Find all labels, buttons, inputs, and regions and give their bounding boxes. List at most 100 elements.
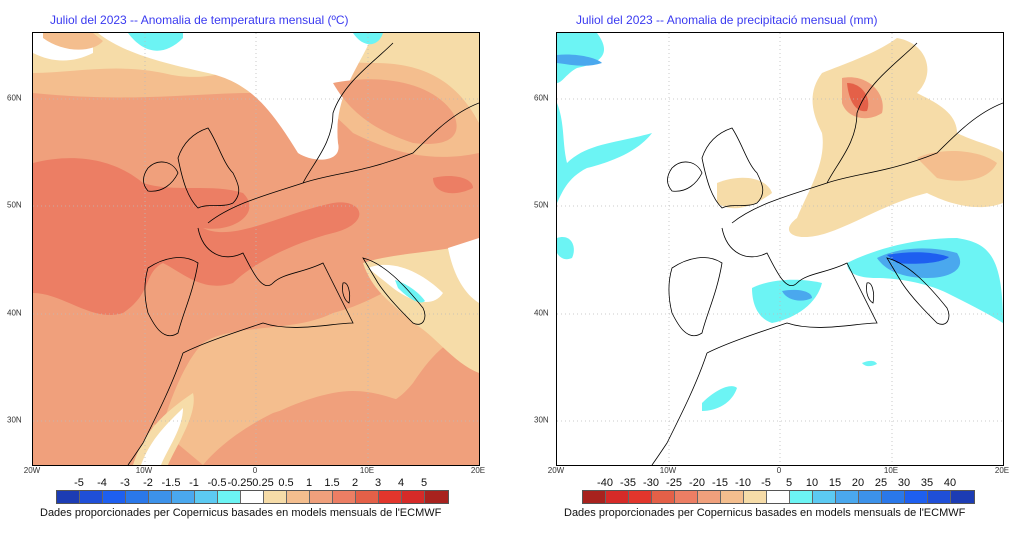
temp-scandinavia-warm bbox=[333, 79, 457, 144]
lat-label-30n: 30N bbox=[7, 415, 22, 425]
lon-label-10w: 10W bbox=[135, 466, 153, 475]
colorbar-swatch bbox=[721, 491, 744, 503]
colorbar-tick-label: -1.5 bbox=[161, 477, 181, 489]
precipitation-anomaly-map bbox=[556, 32, 1004, 466]
colorbar-swatch bbox=[149, 491, 172, 503]
temp-band-nw-warm bbox=[43, 33, 103, 50]
temp-africa-coast-neutral bbox=[141, 408, 183, 465]
colorbar-tick-label: 0.25 bbox=[252, 477, 274, 489]
temp-atlantic-sw bbox=[33, 323, 193, 465]
precip-wet-west bbox=[557, 103, 652, 203]
colorbar-tick-label: 5 bbox=[785, 477, 793, 489]
lon-label-0: 0 bbox=[776, 466, 782, 475]
precip-wet-nw-core bbox=[557, 54, 602, 66]
lon-label-20w: 20W bbox=[547, 466, 565, 475]
colorbar-tick-label: -2 bbox=[143, 477, 153, 489]
colorbar-tick-label: 1.5 bbox=[324, 477, 340, 489]
colorbar-tick-label: -0.25 bbox=[227, 477, 253, 489]
colorbar-swatch bbox=[241, 491, 264, 503]
colorbar-swatch bbox=[126, 491, 149, 503]
lat-label-50n: 50N bbox=[7, 200, 22, 210]
temp-strong-warm-atlantic bbox=[33, 158, 360, 316]
temperature-contour-plot bbox=[33, 33, 479, 465]
colorbar-swatch bbox=[836, 491, 859, 503]
colorbar-swatch bbox=[928, 491, 951, 503]
temperature-map-title: Juliol del 2023 -- Anomalia de temperatu… bbox=[50, 13, 349, 27]
colorbar-tick-label: -0.5 bbox=[207, 477, 227, 489]
colorbar-swatch bbox=[356, 491, 379, 503]
colorbar-tick-label: 25 bbox=[874, 477, 888, 489]
colorbar-swatch bbox=[57, 491, 80, 503]
colorbar-swatch bbox=[287, 491, 310, 503]
colorbar-tick-label: -1 bbox=[189, 477, 199, 489]
colorbar-swatch bbox=[652, 491, 675, 503]
colorbar-swatch bbox=[333, 491, 356, 503]
precip-dry-norway-core bbox=[847, 83, 869, 112]
colorbar-swatch bbox=[425, 491, 448, 503]
colorbar-swatch bbox=[402, 491, 425, 503]
lon-label-20e: 20E bbox=[994, 466, 1010, 475]
colorbar-swatch bbox=[310, 491, 333, 503]
precip-wet-algeria bbox=[862, 360, 877, 367]
temp-adriatic-cold bbox=[395, 280, 425, 303]
colorbar-tick-label: -20 bbox=[689, 477, 705, 489]
temperature-anomaly-panel: Juliol del 2023 -- Anomalia de temperatu… bbox=[0, 0, 511, 539]
colorbar-tick-label: 4 bbox=[397, 477, 405, 489]
precipitation-colorbar bbox=[582, 490, 975, 504]
lon-label-10e: 10E bbox=[359, 466, 375, 475]
colorbar-swatch bbox=[195, 491, 218, 503]
lon-label-10e: 10E bbox=[883, 466, 899, 475]
lat-label-50n: 50N bbox=[534, 200, 549, 210]
colorbar-tick-label: 3 bbox=[374, 477, 382, 489]
lon-label-10w: 10W bbox=[659, 466, 677, 475]
colorbar-swatch bbox=[951, 491, 974, 503]
lat-label-40n: 40N bbox=[534, 308, 549, 318]
colorbar-swatch bbox=[675, 491, 698, 503]
precip-wet-spain bbox=[752, 279, 822, 323]
colorbar-tick-label: -4 bbox=[97, 477, 107, 489]
colorbar-tick-label: -5 bbox=[761, 477, 771, 489]
lat-label-40n: 40N bbox=[7, 308, 22, 318]
colorbar-tick-label: 20 bbox=[851, 477, 865, 489]
colorbar-tick-label: -35 bbox=[620, 477, 636, 489]
data-credit: Dades proporcionades per Copernicus basa… bbox=[564, 507, 966, 519]
colorbar-swatch bbox=[744, 491, 767, 503]
precip-wet-morocco bbox=[702, 386, 737, 411]
colorbar-tick-label: 40 bbox=[943, 477, 957, 489]
colorbar-swatch bbox=[218, 491, 241, 503]
precipitation-contour-plot bbox=[557, 33, 1003, 465]
precipitation-anomaly-panel: Juliol del 2023 -- Anomalia de precipita… bbox=[512, 0, 1023, 539]
precip-graticule bbox=[557, 33, 1003, 465]
precip-wet-spain-core bbox=[782, 289, 812, 301]
colorbar-swatch bbox=[813, 491, 836, 503]
temperature-colorbar bbox=[56, 490, 449, 504]
colorbar-swatch bbox=[80, 491, 103, 503]
colorbar-swatch bbox=[905, 491, 928, 503]
colorbar-tick-label: 15 bbox=[828, 477, 842, 489]
temp-graticule bbox=[33, 33, 479, 465]
colorbar-swatch bbox=[583, 491, 606, 503]
colorbar-tick-label: -10 bbox=[735, 477, 751, 489]
temp-cold-patch-1 bbox=[128, 33, 183, 51]
colorbar-tick-label: -15 bbox=[712, 477, 728, 489]
colorbar-swatch bbox=[103, 491, 126, 503]
colorbar-tick-label: 5 bbox=[420, 477, 428, 489]
colorbar-tick-label: -30 bbox=[643, 477, 659, 489]
temp-balkan-neutral bbox=[448, 238, 479, 303]
colorbar-tick-label: -25 bbox=[666, 477, 682, 489]
colorbar-swatch bbox=[379, 491, 402, 503]
data-credit: Dades proporcionades per Copernicus basa… bbox=[40, 507, 442, 519]
temp-italy-neutral bbox=[368, 264, 443, 303]
lon-label-20w: 20W bbox=[23, 466, 41, 475]
temp-neutral-north-sea bbox=[98, 33, 373, 160]
lon-label-0: 0 bbox=[252, 466, 258, 475]
precip-wet-west2 bbox=[557, 237, 574, 260]
colorbar-swatch bbox=[790, 491, 813, 503]
temperature-anomaly-map bbox=[32, 32, 480, 466]
colorbar-tick-label: 35 bbox=[920, 477, 934, 489]
colorbar-swatch bbox=[698, 491, 721, 503]
colorbar-swatch bbox=[767, 491, 790, 503]
colorbar-tick-label: 10 bbox=[805, 477, 819, 489]
precip-wet-alps-core bbox=[887, 252, 949, 264]
lat-label-30n: 30N bbox=[534, 415, 549, 425]
